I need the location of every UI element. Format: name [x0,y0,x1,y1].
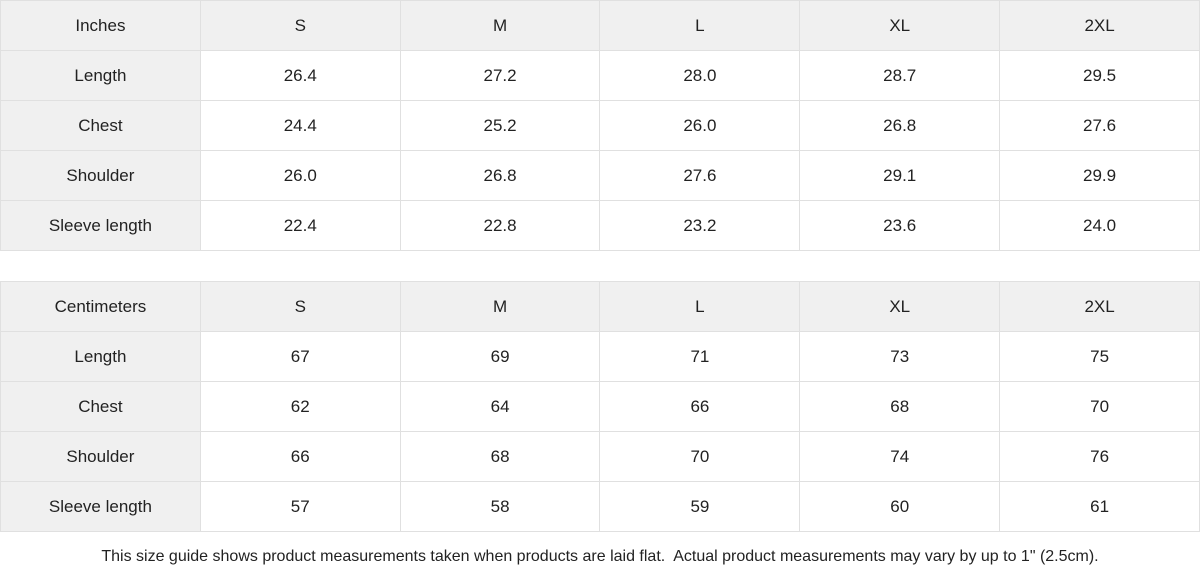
measurement-value-cell: 57 [199,481,401,532]
measurement-value-cell: 28.7 [799,50,1001,101]
measurement-value-cell: 23.2 [599,200,801,251]
size-column-header-l: L [599,0,801,51]
measurement-value-cell: 29.5 [999,50,1200,101]
measurement-value-cell: 22.4 [199,200,401,251]
unit-header-cell: Centimeters [0,281,201,332]
table-header-row: Centimeters S M L XL 2XL [0,281,1200,332]
table-row: Length 26.4 27.2 28.0 28.7 29.5 [0,50,1200,101]
unit-header-cell: Inches [0,0,201,51]
table-row: Chest 62 64 66 68 70 [0,381,1200,432]
measurement-value-cell: 58 [399,481,601,532]
measurement-value-cell: 70 [999,381,1200,432]
measurement-row-label: Chest [0,100,201,151]
measurement-value-cell: 64 [399,381,601,432]
table-row: Shoulder 26.0 26.8 27.6 29.1 29.9 [0,150,1200,201]
size-column-header-2xl: 2XL [999,0,1200,51]
size-column-header-m: M [399,0,601,51]
measurement-value-cell: 24.4 [199,100,401,151]
measurement-row-label: Sleeve length [0,200,201,251]
measurement-value-cell: 26.0 [199,150,401,201]
measurement-value-cell: 74 [799,431,1001,482]
measurement-value-cell: 69 [399,331,601,382]
table-row: Sleeve length 22.4 22.8 23.2 23.6 24.0 [0,200,1200,251]
table-row: Sleeve length 57 58 59 60 61 [0,481,1200,532]
size-column-header-s: S [199,281,401,332]
measurement-row-label: Sleeve length [0,481,201,532]
measurement-value-cell: 26.8 [399,150,601,201]
table-header-row: Inches S M L XL 2XL [0,0,1200,51]
table-row: Length 67 69 71 73 75 [0,331,1200,382]
measurement-value-cell: 59 [599,481,801,532]
measurement-row-label: Shoulder [0,150,201,201]
table-row: Shoulder 66 68 70 74 76 [0,431,1200,482]
measurement-value-cell: 75 [999,331,1200,382]
size-table-centimeters: Centimeters S M L XL 2XL Length 67 69 71… [0,281,1200,532]
size-column-header-m: M [399,281,601,332]
measurement-value-cell: 67 [199,331,401,382]
size-table-inches: Inches S M L XL 2XL Length 26.4 27.2 28.… [0,0,1200,251]
measurement-value-cell: 73 [799,331,1001,382]
table-gap-spacer [0,251,1200,281]
measurement-value-cell: 27.6 [599,150,801,201]
measurement-value-cell: 70 [599,431,801,482]
measurement-row-label: Shoulder [0,431,201,482]
measurement-value-cell: 22.8 [399,200,601,251]
measurement-value-cell: 76 [999,431,1200,482]
measurement-value-cell: 23.6 [799,200,1001,251]
measurement-value-cell: 62 [199,381,401,432]
measurement-row-label: Chest [0,381,201,432]
measurement-row-label: Length [0,331,201,382]
measurement-row-label: Length [0,50,201,101]
size-column-header-s: S [199,0,401,51]
measurement-value-cell: 24.0 [999,200,1200,251]
measurement-value-cell: 29.1 [799,150,1001,201]
measurement-value-cell: 71 [599,331,801,382]
measurement-value-cell: 28.0 [599,50,801,101]
table-row: Chest 24.4 25.2 26.0 26.8 27.6 [0,100,1200,151]
measurement-value-cell: 26.4 [199,50,401,101]
measurement-value-cell: 60 [799,481,1001,532]
measurement-value-cell: 68 [399,431,601,482]
measurement-value-cell: 26.0 [599,100,801,151]
size-column-header-l: L [599,281,801,332]
size-guide-note: This size guide shows product measuremen… [0,532,1200,580]
measurement-value-cell: 66 [199,431,401,482]
size-column-header-xl: XL [799,281,1001,332]
measurement-value-cell: 68 [799,381,1001,432]
measurement-value-cell: 61 [999,481,1200,532]
measurement-value-cell: 27.6 [999,100,1200,151]
measurement-value-cell: 25.2 [399,100,601,151]
size-column-header-xl: XL [799,0,1001,51]
measurement-value-cell: 29.9 [999,150,1200,201]
measurement-value-cell: 66 [599,381,801,432]
measurement-value-cell: 27.2 [399,50,601,101]
measurement-value-cell: 26.8 [799,100,1001,151]
size-column-header-2xl: 2XL [999,281,1200,332]
